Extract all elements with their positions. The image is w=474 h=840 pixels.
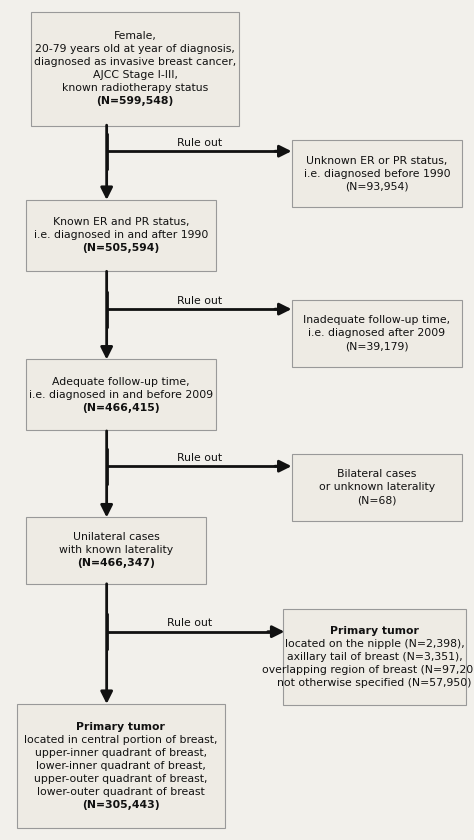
Text: Unknown ER or PR status,: Unknown ER or PR status, xyxy=(306,156,447,165)
Text: diagnosed as invasive breast cancer,: diagnosed as invasive breast cancer, xyxy=(34,57,236,67)
Text: i.e. diagnosed in and after 1990: i.e. diagnosed in and after 1990 xyxy=(34,230,208,240)
FancyBboxPatch shape xyxy=(31,12,239,125)
Text: i.e. diagnosed before 1990: i.e. diagnosed before 1990 xyxy=(303,169,450,179)
Text: Female,: Female, xyxy=(114,31,156,41)
Text: Inadequate follow-up time,: Inadequate follow-up time, xyxy=(303,316,450,325)
Text: Primary tumor: Primary tumor xyxy=(76,722,165,732)
Text: Rule out: Rule out xyxy=(176,453,222,463)
Text: or unknown laterality: or unknown laterality xyxy=(319,482,435,492)
Text: 20-79 years old at year of diagnosis,: 20-79 years old at year of diagnosis, xyxy=(35,45,235,55)
Text: overlapping region of breast (N=97,205),: overlapping region of breast (N=97,205), xyxy=(262,665,474,675)
Text: upper-outer quadrant of breast,: upper-outer quadrant of breast, xyxy=(34,774,208,784)
FancyBboxPatch shape xyxy=(26,199,216,270)
Text: Known ER and PR status,: Known ER and PR status, xyxy=(53,218,189,227)
Text: (N=39,179): (N=39,179) xyxy=(345,342,409,351)
Text: not otherwise specified (N=57,950): not otherwise specified (N=57,950) xyxy=(277,678,472,688)
Text: Bilateral cases: Bilateral cases xyxy=(337,470,417,479)
Text: Adequate follow-up time,: Adequate follow-up time, xyxy=(52,377,190,386)
FancyBboxPatch shape xyxy=(283,608,465,706)
Text: located on the nipple (N=2,398),: located on the nipple (N=2,398), xyxy=(284,639,465,648)
Text: upper-inner quadrant of breast,: upper-inner quadrant of breast, xyxy=(35,748,207,758)
FancyBboxPatch shape xyxy=(292,300,462,367)
Text: Primary tumor: Primary tumor xyxy=(330,626,419,636)
Text: (N=68): (N=68) xyxy=(357,496,397,505)
Text: lower-inner quadrant of breast,: lower-inner quadrant of breast, xyxy=(36,761,206,771)
FancyBboxPatch shape xyxy=(17,704,225,828)
Text: with known laterality: with known laterality xyxy=(59,545,173,555)
Text: (N=93,954): (N=93,954) xyxy=(345,182,409,192)
Text: axillary tail of breast (N=3,351),: axillary tail of breast (N=3,351), xyxy=(287,652,462,662)
FancyBboxPatch shape xyxy=(26,517,206,584)
Text: known radiotherapy status: known radiotherapy status xyxy=(62,83,208,93)
Text: i.e. diagnosed in and before 2009: i.e. diagnosed in and before 2009 xyxy=(29,390,213,400)
FancyBboxPatch shape xyxy=(26,359,216,430)
Text: i.e. diagnosed after 2009: i.e. diagnosed after 2009 xyxy=(308,328,446,339)
Text: lower-outer quadrant of breast: lower-outer quadrant of breast xyxy=(37,787,205,797)
Text: (N=305,443): (N=305,443) xyxy=(82,800,160,810)
Text: Unilateral cases: Unilateral cases xyxy=(73,533,160,542)
Text: AJCC Stage I-III,: AJCC Stage I-III, xyxy=(92,71,178,81)
Text: (N=599,548): (N=599,548) xyxy=(97,97,173,107)
FancyBboxPatch shape xyxy=(292,140,462,207)
Text: located in central portion of breast,: located in central portion of breast, xyxy=(24,735,218,745)
Text: Rule out: Rule out xyxy=(176,296,222,306)
Text: Rule out: Rule out xyxy=(176,138,222,148)
Text: (N=466,347): (N=466,347) xyxy=(77,559,155,568)
Text: Rule out: Rule out xyxy=(167,618,212,628)
Text: (N=505,594): (N=505,594) xyxy=(82,244,159,253)
FancyBboxPatch shape xyxy=(292,454,462,521)
Text: (N=466,415): (N=466,415) xyxy=(82,403,160,412)
